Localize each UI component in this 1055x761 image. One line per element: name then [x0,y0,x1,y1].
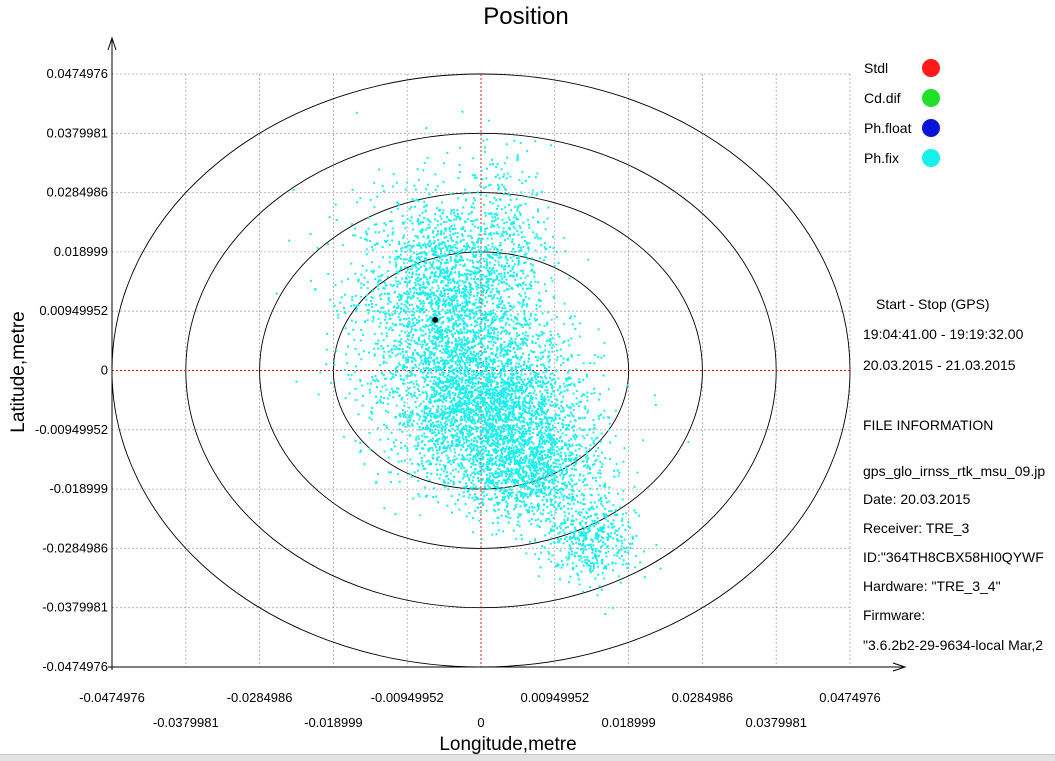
x-axis-label: Longitude,metre [439,734,576,755]
ph-fix-scatter [275,110,690,615]
y-tick-label: 0.0379981 [47,125,108,140]
y-tick-label: -0.0474976 [42,659,108,674]
y-tick-label: -0.0379981 [42,600,108,615]
y-axis-label: Latitude,metre [8,311,29,432]
legend-label: Cd.dif [864,90,901,106]
y-tick-label: -0.0284986 [42,540,108,555]
x-tick-label: -0.00949952 [371,690,444,705]
x-tick-label: -0.018999 [304,715,363,730]
x-tick-label: 0.0474976 [819,690,880,705]
accuracy-circle [259,192,703,549]
ph-fix-points [275,110,690,615]
hardware: Hardware: "TRE_3_4" [863,578,1001,594]
firmware-value: "3.6.2b2-29-9634-local Mar,2 [863,637,1043,653]
axes [107,36,907,672]
y-tick-labels: 0.0474976 0.0379981 0.0284986 0.018999 0.009… [35,66,108,674]
legend-label: Ph.fix [864,150,899,166]
x-tick-label: -0.0474976 [79,690,145,705]
x-tick-label: 0.00949952 [520,690,589,705]
period-heading: Start - Stop (GPS) [876,296,990,312]
file-date: Date: 20.03.2015 [863,491,971,507]
zero-reference-lines [112,74,850,667]
x-axis-arrow [892,662,907,672]
legend-label: Stdl [864,60,888,76]
y-axis-arrow [107,36,117,51]
file-info-heading: FILE INFORMATION [863,417,993,433]
y-tick-label: 0.0284986 [47,185,108,200]
legend-label: Ph.float [864,120,912,136]
legend-marker [922,89,940,107]
x-tick-label: 0.0379981 [745,715,806,730]
y-tick-label: 0.0474976 [47,66,108,81]
y-tick-label: -0.00949952 [35,422,108,437]
y-tick-label: 0.00949952 [39,303,108,318]
x-tick-label: 0.018999 [601,715,655,730]
firmware-label: Firmware: [863,607,925,623]
legend-marker [922,59,940,77]
mean-position-marker [432,316,439,323]
receiver-id: ID:"364TH8CBX58HI0QYWF [863,549,1044,565]
date-range: 20.03.2015 - 21.03.2015 [863,357,1016,373]
chart-title: Position [483,3,568,30]
y-tick-label: 0 [101,363,108,378]
legend-marker [922,149,940,167]
file-name: gps_glo_irnss_rtk_msu_09.jp [863,463,1045,479]
y-tick-label: -0.018999 [49,481,108,496]
info-panel: Start - Stop (GPS) 19:04:41.00 - 19:19:3… [863,296,1045,653]
legend: Stdl Cd.dif Ph.float Ph.fix [864,59,940,167]
x-tick-labels: -0.0474976 -0.0284986 -0.00949952 0.0094995… [79,690,881,730]
legend-marker [922,119,940,137]
x-tick-label: -0.0284986 [227,690,293,705]
x-tick-label: -0.0379981 [153,715,219,730]
receiver: Receiver: TRE_3 [863,520,970,536]
y-tick-label: 0.018999 [54,244,108,259]
x-tick-label: 0 [477,715,484,730]
window-bottom-border [0,754,1055,761]
time-range: 19:04:41.00 - 19:19:32.00 [863,326,1024,342]
x-tick-label: 0.0284986 [672,690,733,705]
